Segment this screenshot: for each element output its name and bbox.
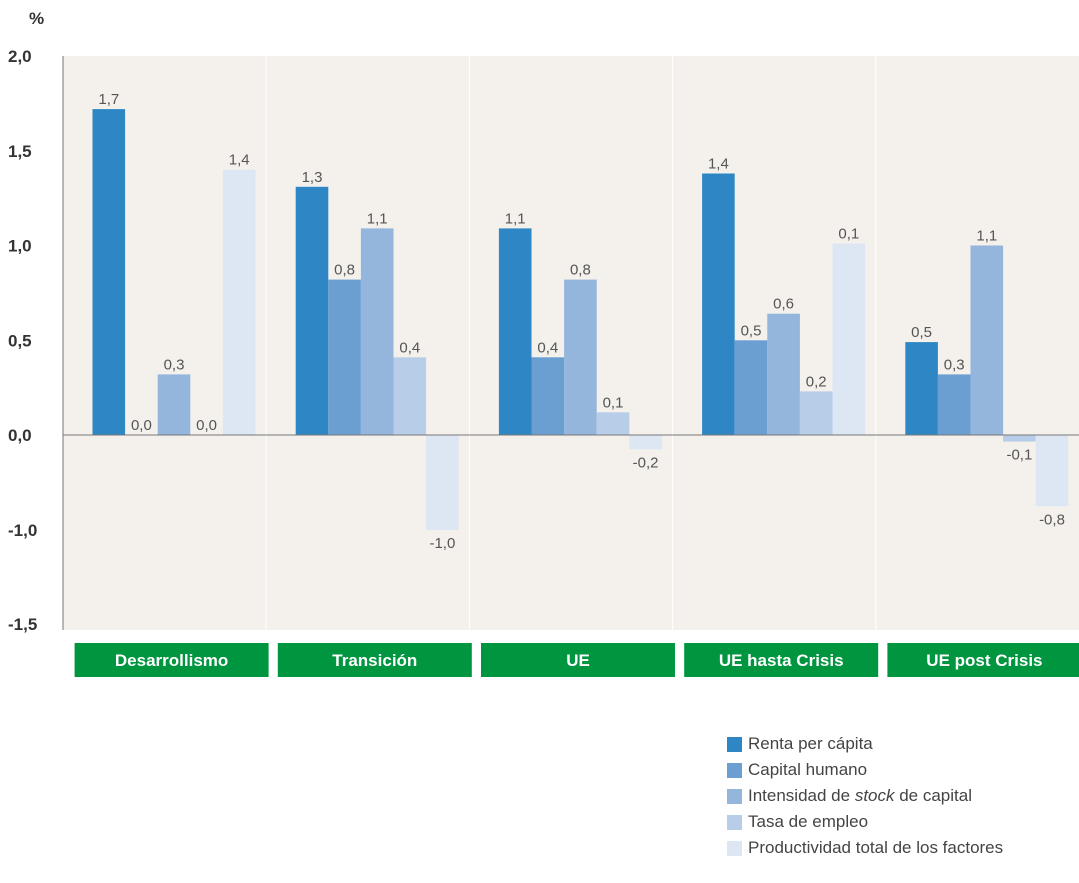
bar [92, 109, 126, 435]
data-label: 0,3 [164, 356, 185, 373]
y-tick-label: -1,5 [8, 615, 37, 634]
bar [937, 374, 971, 435]
bar [498, 228, 532, 435]
data-label: 1,4 [708, 156, 729, 173]
data-label: 0,5 [911, 324, 932, 341]
bar [157, 374, 191, 435]
bar [970, 245, 1004, 435]
bar [799, 391, 833, 435]
data-label: -0,8 [1039, 511, 1065, 528]
legend-item-renta: Renta per cápita [727, 731, 1003, 757]
bar [1003, 435, 1036, 442]
bar [360, 228, 394, 435]
category-label: UE [566, 651, 590, 670]
data-label: 1,1 [505, 210, 526, 227]
data-label: 0,6 [773, 296, 794, 313]
data-label: -1,0 [429, 535, 455, 552]
category-label: UE hasta Crisis [719, 651, 844, 670]
legend-label-renta: Renta per cápita [748, 734, 873, 753]
legend-item-intensidad: Intensidad de stock de capital [727, 783, 1003, 809]
bar [328, 279, 361, 435]
category-box [481, 643, 675, 677]
legend-swatch-intensidad [727, 788, 742, 804]
legend-label-intensidad-pre: Intensidad de [748, 786, 855, 805]
y-tick-label: 1,5 [8, 142, 32, 161]
data-label: 1,1 [367, 210, 388, 227]
data-label: -0,2 [633, 454, 659, 471]
bar [295, 186, 329, 435]
data-label: 0,2 [806, 373, 827, 390]
data-label: 0,8 [334, 262, 355, 279]
category-box [74, 643, 269, 677]
legend-label-capital-humano: Capital humano [748, 760, 868, 779]
category-label: UE post Crisis [926, 651, 1042, 670]
bar [531, 357, 565, 435]
legend-item-tasa-empleo: Tasa de empleo [727, 809, 1003, 835]
data-label: 0,8 [570, 262, 591, 279]
bar [905, 342, 938, 435]
y-tick-label: 0,0 [8, 426, 32, 445]
data-label: 0,1 [838, 226, 859, 243]
legend-item-productividad: Productividad total de los factores [727, 835, 1003, 861]
legend-swatch-renta [727, 736, 742, 752]
y-tick-label: 0,5 [8, 331, 32, 350]
data-label: 0,4 [537, 339, 558, 356]
category-label: Desarrollismo [115, 651, 228, 670]
data-label: 0,3 [944, 356, 965, 373]
bar [393, 357, 427, 435]
legend-swatch-capital-humano [727, 762, 742, 778]
bar [767, 313, 800, 435]
category-box [684, 643, 879, 677]
data-label: 1,1 [976, 228, 997, 245]
data-label: 0,1 [603, 394, 624, 411]
legend-label-intensidad-em: stock [854, 786, 895, 805]
bar [426, 435, 459, 530]
legend-label-intensidad: Intensidad de stock de capital [748, 786, 972, 806]
category-label: Transición [332, 651, 417, 670]
bar [596, 412, 630, 435]
y-tick-label: 1,0 [8, 237, 32, 256]
data-label: -0,1 [1006, 447, 1032, 464]
data-label: 1,7 [98, 91, 119, 108]
y-unit-label: % [29, 9, 44, 28]
y-tick-label: -1,0 [8, 521, 37, 540]
legend: Renta per cápita Capital humano Intensid… [727, 731, 1003, 861]
category-box [887, 643, 1079, 677]
bar [222, 169, 256, 435]
bar [629, 435, 662, 450]
data-label: 0,4 [399, 339, 420, 356]
data-label: 1,4 [229, 152, 250, 169]
bar [1035, 435, 1069, 507]
category-box [277, 643, 472, 677]
bar [564, 279, 597, 435]
bar [734, 340, 768, 436]
bar [702, 173, 735, 435]
legend-label-tasa-empleo: Tasa de empleo [748, 812, 869, 831]
legend-label-productividad: Productividad total de los factores [748, 838, 1004, 857]
data-label: 1,3 [302, 169, 323, 186]
y-tick-label: 2,0 [8, 47, 32, 66]
data-label: 0,0 [196, 417, 217, 434]
legend-swatch-tasa-empleo [727, 814, 742, 830]
bar [832, 243, 866, 435]
legend-label-intensidad-post: de capital [894, 786, 972, 805]
legend-swatch-productividad [727, 840, 742, 856]
data-label: 0,0 [131, 417, 152, 434]
legend-item-capital-humano: Capital humano [727, 757, 1003, 783]
data-label: 0,5 [741, 322, 762, 339]
